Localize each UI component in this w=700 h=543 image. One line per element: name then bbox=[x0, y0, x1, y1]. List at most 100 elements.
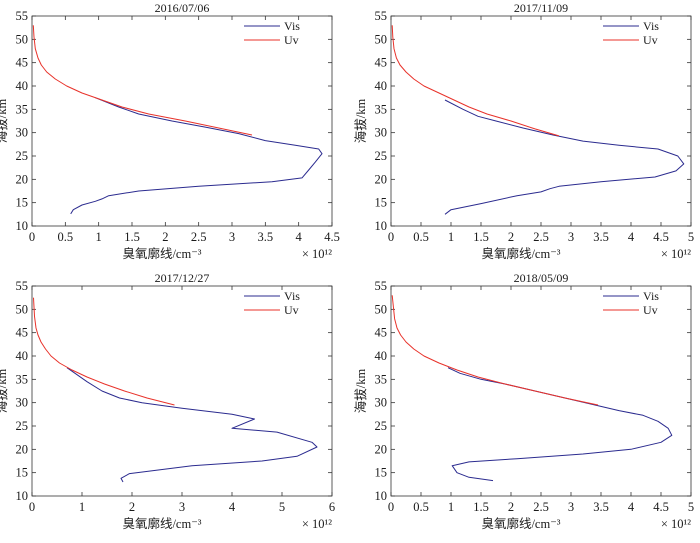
y-tick-label: 35 bbox=[375, 102, 388, 116]
x-tick-label: 0.5 bbox=[413, 500, 429, 514]
x-tick-label: 0 bbox=[29, 500, 35, 514]
x-tick-label: 3.5 bbox=[593, 230, 609, 244]
x-tick-label: 3 bbox=[568, 230, 574, 244]
series-line-vis bbox=[447, 367, 673, 482]
y-tick-label: 45 bbox=[16, 326, 29, 340]
chart-title: 2016/07/06 bbox=[155, 1, 210, 15]
y-tick-label: 40 bbox=[16, 79, 29, 93]
y-tick-label: 50 bbox=[16, 32, 29, 46]
chart-panel-4: 0 0.5 1 1.5 2 2.5 3 3.5 4 4.5 5 10 15 20 25 30 35 40 45 50 5… bbox=[353, 271, 694, 531]
x-tick-label: 4.5 bbox=[653, 230, 669, 244]
series-line-vis bbox=[70, 97, 323, 215]
chart-title: 2018/05/09 bbox=[514, 271, 569, 285]
y-tick-label: 20 bbox=[16, 442, 29, 456]
plot-frame bbox=[390, 15, 692, 227]
y-tick-label: 35 bbox=[16, 102, 29, 116]
x-tick-label: 5 bbox=[688, 230, 694, 244]
y-tick-label: 15 bbox=[16, 196, 29, 210]
chart-panel-2: 0 0.5 1 1.5 2 2.5 3 3.5 4 4.5 5 10 15 20 25 30 35 40 45 50 5… bbox=[353, 1, 694, 261]
y-tick-label: 10 bbox=[375, 219, 388, 233]
y-tick-label: 50 bbox=[16, 302, 29, 316]
x-tick-label: 2.5 bbox=[191, 230, 207, 244]
series-line-uv bbox=[32, 25, 253, 136]
x-axis-label: 臭氧廓线/cm⁻³ bbox=[481, 516, 560, 531]
plot-frame bbox=[390, 285, 692, 497]
chart-title: 2017/12/27 bbox=[155, 271, 210, 285]
y-tick-label: 30 bbox=[375, 126, 388, 140]
x-tick-label: 1 bbox=[448, 500, 454, 514]
y-tick-label: 15 bbox=[375, 466, 388, 480]
y-tick-label: 20 bbox=[375, 442, 388, 456]
y-tick-label: 25 bbox=[16, 419, 29, 433]
plot-frame bbox=[31, 15, 333, 227]
x-tick-label: 2 bbox=[162, 230, 168, 244]
y-tick-label: 45 bbox=[375, 326, 388, 340]
series-line-uv bbox=[33, 297, 175, 406]
y-tick-label: 30 bbox=[16, 396, 29, 410]
x-tick-label: 2 bbox=[508, 230, 514, 244]
y-tick-label: 45 bbox=[375, 56, 388, 70]
y-tick-label: 35 bbox=[16, 372, 29, 386]
x-tick-label: 1 bbox=[79, 500, 85, 514]
y-tick-label: 15 bbox=[16, 466, 29, 480]
y-tick-label: 25 bbox=[375, 419, 388, 433]
y-tick-label: 40 bbox=[16, 349, 29, 363]
y-tick-label: 25 bbox=[375, 149, 388, 163]
x-tick-label: 0 bbox=[388, 500, 394, 514]
legend-label-vis: Vis bbox=[284, 289, 300, 303]
x-tick-label: 0 bbox=[29, 230, 35, 244]
x-tick-label: 4 bbox=[229, 500, 236, 514]
x-tick-label: 0 bbox=[388, 230, 394, 244]
y-tick-label: 45 bbox=[16, 56, 29, 70]
legend-label-vis: Vis bbox=[643, 19, 659, 33]
x-axis-label: 臭氧廓线/cm⁻³ bbox=[122, 516, 201, 531]
x-axis-label: 臭氧廓线/cm⁻³ bbox=[122, 246, 201, 261]
x-tick-label: 4.5 bbox=[653, 500, 669, 514]
x-tick-label: 1.5 bbox=[473, 230, 489, 244]
x-tick-label: 1 bbox=[96, 230, 102, 244]
y-tick-label: 55 bbox=[375, 279, 388, 293]
y-axis-label: 海拔/km bbox=[353, 99, 368, 144]
y-tick-label: 30 bbox=[16, 126, 29, 140]
x-tick-label: 2 bbox=[508, 500, 514, 514]
legend-label-uv: Uv bbox=[284, 303, 299, 317]
x-tick-label: 1.5 bbox=[473, 500, 489, 514]
x-tick-label: 1.5 bbox=[124, 230, 140, 244]
chart-title: 2017/11/09 bbox=[514, 1, 568, 15]
y-tick-label: 55 bbox=[375, 9, 388, 23]
x-tick-label: 0.5 bbox=[58, 230, 74, 244]
legend-label-vis: Vis bbox=[284, 19, 300, 33]
y-tick-label: 40 bbox=[375, 79, 388, 93]
chart-panel-3: 0 1 2 3 4 5 6101520253035404550552017/12/27臭氧廓… bbox=[0, 271, 335, 531]
x-tick-label: 3 bbox=[179, 500, 185, 514]
y-tick-label: 15 bbox=[375, 196, 388, 210]
x-multiplier-label: × 10¹² bbox=[302, 517, 332, 531]
y-tick-label: 20 bbox=[375, 172, 388, 186]
x-multiplier-label: × 10¹² bbox=[661, 247, 691, 261]
y-tick-label: 10 bbox=[16, 219, 29, 233]
y-tick-label: 35 bbox=[375, 372, 388, 386]
x-tick-label: 3.5 bbox=[258, 230, 274, 244]
legend-label-uv: Uv bbox=[643, 33, 658, 47]
y-tick-label: 10 bbox=[375, 489, 388, 503]
x-tick-label: 5 bbox=[688, 500, 694, 514]
plot-frame bbox=[31, 285, 333, 497]
series-line-uv bbox=[391, 295, 599, 406]
y-axis-label: 海拔/km bbox=[0, 99, 9, 144]
x-tick-label: 2.5 bbox=[533, 500, 549, 514]
y-axis-label: 海拔/km bbox=[353, 369, 368, 414]
x-tick-label: 3 bbox=[568, 500, 574, 514]
x-tick-label: 4 bbox=[296, 230, 303, 244]
x-tick-label: 4.5 bbox=[324, 230, 340, 244]
series-line-vis bbox=[444, 99, 685, 215]
x-multiplier-label: × 10¹² bbox=[302, 247, 332, 261]
y-tick-label: 40 bbox=[375, 349, 388, 363]
y-tick-label: 25 bbox=[16, 149, 29, 163]
y-tick-label: 55 bbox=[16, 279, 29, 293]
y-tick-label: 55 bbox=[16, 9, 29, 23]
series-line-uv bbox=[391, 25, 560, 137]
x-tick-label: 6 bbox=[329, 500, 335, 514]
x-tick-label: 0.5 bbox=[413, 230, 429, 244]
series-line-vis bbox=[66, 367, 318, 483]
